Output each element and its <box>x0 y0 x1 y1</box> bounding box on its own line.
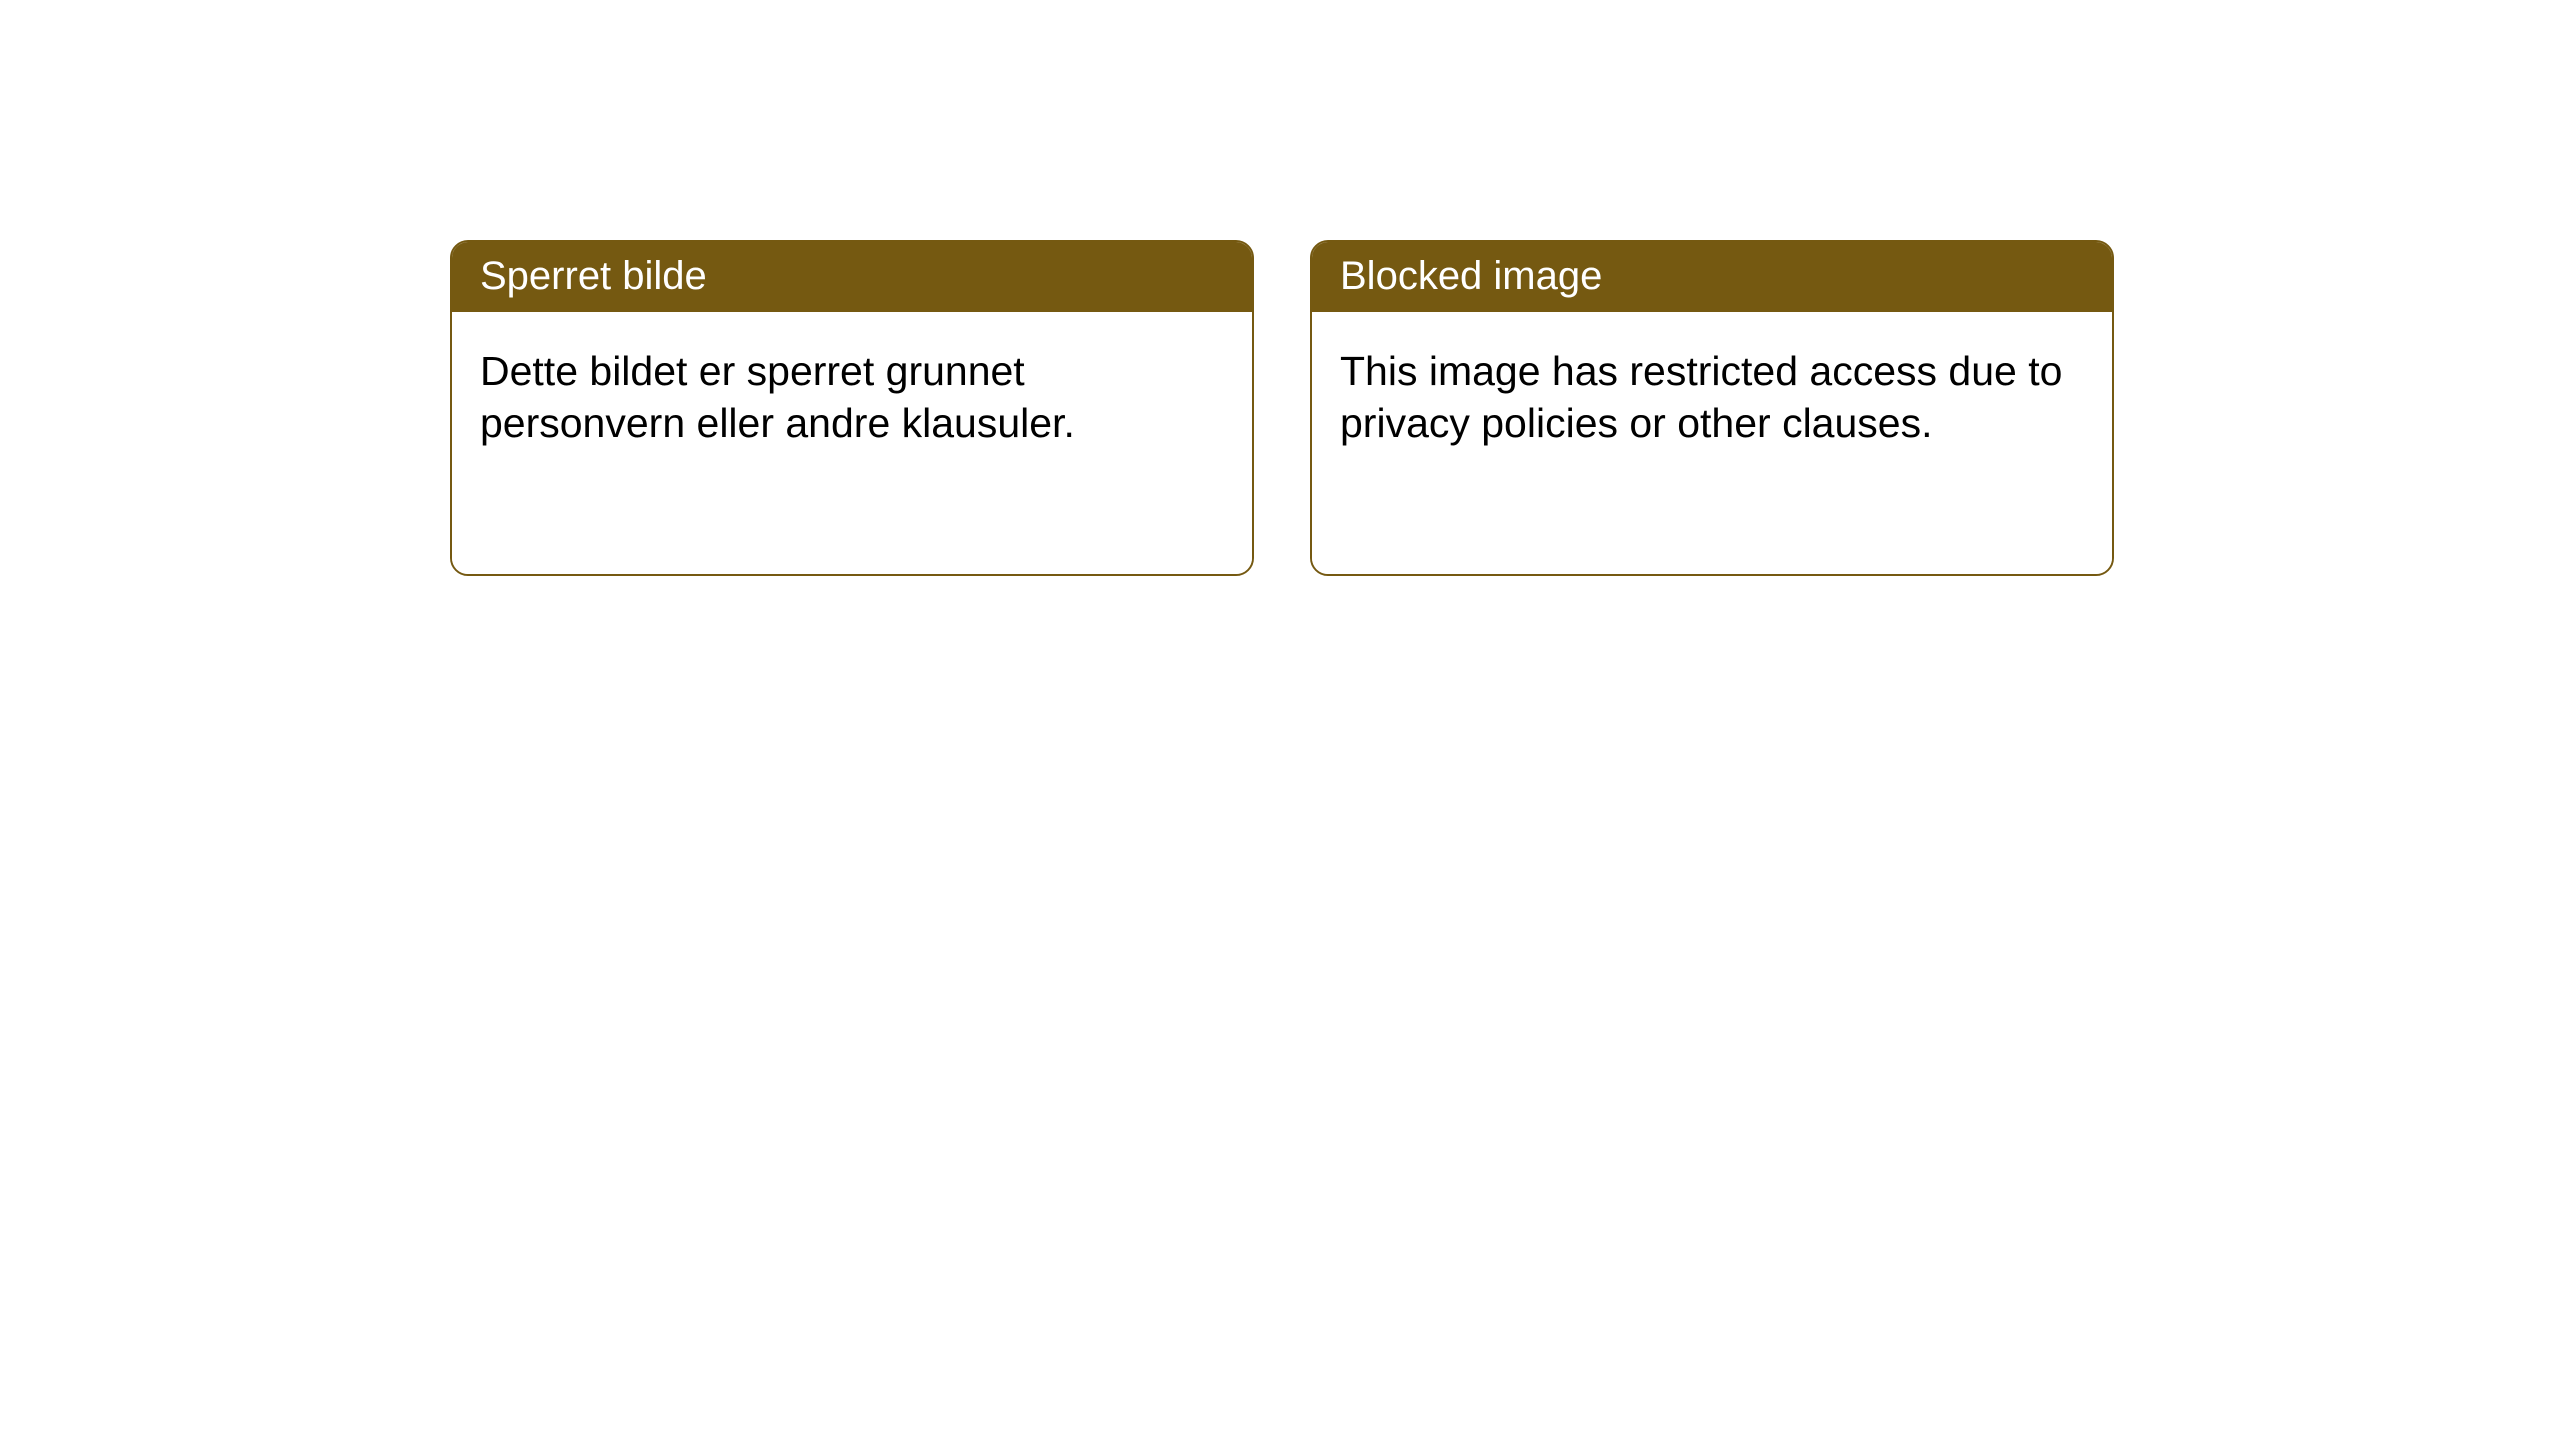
notice-body: This image has restricted access due to … <box>1312 312 2112 574</box>
notice-header: Blocked image <box>1312 242 2112 312</box>
notice-header: Sperret bilde <box>452 242 1252 312</box>
notice-card-english: Blocked image This image has restricted … <box>1310 240 2114 576</box>
notice-container: Sperret bilde Dette bildet er sperret gr… <box>450 240 2114 576</box>
notice-body: Dette bildet er sperret grunnet personve… <box>452 312 1252 574</box>
notice-card-norwegian: Sperret bilde Dette bildet er sperret gr… <box>450 240 1254 576</box>
